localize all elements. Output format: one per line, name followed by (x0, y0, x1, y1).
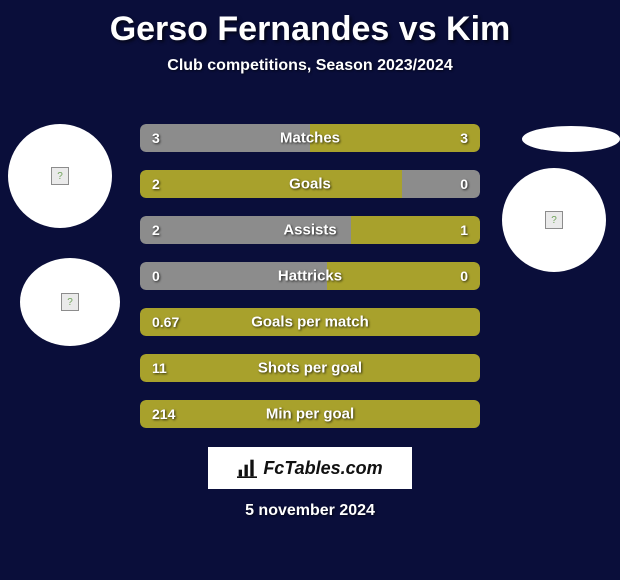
stat-row: Shots per goal 11 (140, 354, 480, 382)
comparison-bars: Matches33Goals20Assists21Hattricks00Goal… (140, 124, 480, 446)
broken-image-icon: ? (51, 167, 69, 185)
player-photo-left: ? (8, 124, 112, 228)
date-text: 5 november 2024 (245, 502, 375, 520)
brand-badge: FcTables.com (207, 446, 413, 490)
bar-right-segment (327, 262, 480, 290)
stat-label: Hattricks (278, 268, 342, 285)
stat-row: Hattricks 0 0 (140, 262, 480, 290)
stat-label: Assists (283, 222, 336, 239)
page-title: Gerso Fernandes vs Kim (0, 0, 620, 49)
stat-label: Min per goal (266, 406, 354, 423)
stat-value-left: 0 (152, 268, 160, 284)
stat-label: Matches (280, 130, 340, 147)
stat-value-left: 0.67 (152, 314, 179, 330)
stat-value-left: 214 (152, 406, 175, 422)
stat-value-right: 1 (460, 222, 468, 238)
stat-value-left: 2 (152, 222, 160, 238)
page-subtitle: Club competitions, Season 2023/2024 (0, 57, 620, 75)
bar-right-segment (402, 170, 480, 198)
stat-row: Assists 2 1 (140, 216, 480, 244)
stat-value-left: 2 (152, 176, 160, 192)
brand-text: FcTables.com (263, 458, 382, 479)
stat-label: Goals (289, 176, 331, 193)
club-logo-right (522, 126, 620, 152)
player-photo-right: ? (502, 168, 606, 272)
stat-value-left: 3 (152, 130, 160, 146)
stat-row: Min per goal 214 (140, 400, 480, 428)
bar-left-segment (140, 170, 402, 198)
stat-value-right: 0 (460, 268, 468, 284)
stat-row: Matches 3 3 (140, 124, 480, 152)
stat-row: Goals 2 0 (140, 170, 480, 198)
club-logo-left: ? (20, 258, 120, 346)
broken-image-icon: ? (545, 211, 563, 229)
stat-label: Goals per match (251, 314, 369, 331)
stat-label: Shots per goal (258, 360, 362, 377)
stat-value-right: 0 (460, 176, 468, 192)
stat-row: Goals per match 0.67 (140, 308, 480, 336)
broken-image-icon: ? (61, 293, 79, 311)
bar-chart-icon (237, 458, 257, 478)
stat-value-right: 3 (460, 130, 468, 146)
stat-value-left: 11 (152, 360, 167, 376)
